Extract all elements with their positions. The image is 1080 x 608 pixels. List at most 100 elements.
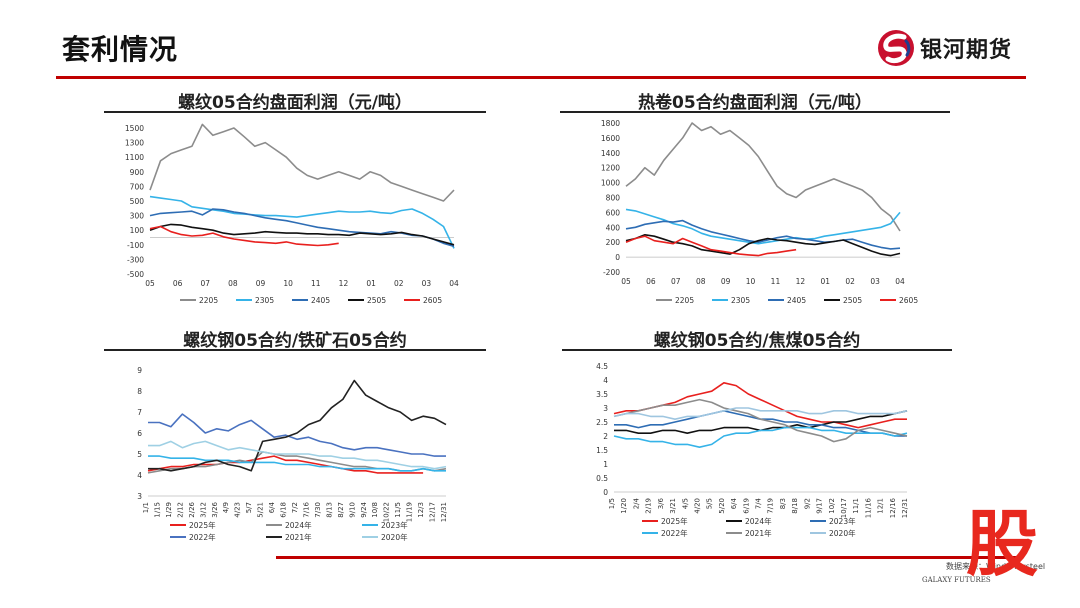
x-tick-label: 11/1 xyxy=(852,498,860,514)
legend-label: 2022年 xyxy=(661,528,688,538)
x-tick-label: 11/19 xyxy=(406,502,414,522)
x-tick-label: 11 xyxy=(311,279,321,288)
line-chart: 9 8 7 6 5 4 31/1 1/15 1/29 2/12 2/26 3/12 3/26 4/9 4/2… xyxy=(137,366,448,542)
legend-label: 2023年 xyxy=(829,516,856,526)
y-tick-label: 800 xyxy=(606,194,621,203)
series-line-2025年 xyxy=(613,381,907,429)
title-rule xyxy=(104,349,486,351)
y-tick-label: 500 xyxy=(130,197,145,206)
x-tick-label: 5/21 xyxy=(257,502,265,518)
series-line-2022年 xyxy=(148,413,446,457)
x-tick-label: 1/1 xyxy=(142,502,150,513)
y-tick-label: 6 xyxy=(137,429,142,438)
x-tick-label: 8/3 xyxy=(779,498,787,509)
series-line-2021年 xyxy=(148,379,447,472)
x-tick-label: 3/12 xyxy=(199,502,207,518)
x-tick-label: 6/18 xyxy=(280,502,288,518)
series-line-2020年 xyxy=(148,440,447,470)
x-tick-label: 12 xyxy=(339,279,349,288)
legend-label: 2305 xyxy=(731,296,750,305)
x-tick-label: 12 xyxy=(796,277,806,286)
x-tick-label: 8/27 xyxy=(337,502,345,518)
y-tick-label: 0 xyxy=(603,488,608,497)
x-tick-label: 7/16 xyxy=(302,501,310,517)
x-tick-label: 06 xyxy=(173,279,183,288)
y-tick-label: 3 xyxy=(137,492,142,501)
series-line-2405 xyxy=(625,219,901,250)
y-tick-label: -300 xyxy=(127,255,144,264)
y-tick-label: 1100 xyxy=(125,153,144,162)
x-tick-label: 10/17 xyxy=(840,498,848,518)
x-tick-label: 02 xyxy=(845,277,855,286)
series-line-2205 xyxy=(149,123,455,202)
chart-panel-hrc-profit: 热卷05合约盘面利润（元/吨） 1800 1600 1400 1200 1000 800 6… xyxy=(560,86,950,305)
x-tick-label: 10 xyxy=(746,277,756,286)
overlay-character: 股 xyxy=(966,502,1039,586)
chart-title: 螺纹钢05合约/焦煤05合约 xyxy=(653,331,861,351)
y-tick-label: -500 xyxy=(127,270,144,279)
y-tick-label: 3.5 xyxy=(596,390,608,399)
x-tick-label: 01 xyxy=(366,279,376,288)
x-tick-label: 2/19 xyxy=(645,498,653,514)
x-tick-label: 1/15 xyxy=(153,502,161,518)
x-tick-label: 9/2 xyxy=(803,498,811,509)
x-tick-label: 12/1 xyxy=(877,498,885,514)
y-tick-label: 1300 xyxy=(125,139,144,148)
legend-label: 2023年 xyxy=(381,520,408,530)
x-tick-label: 12/17 xyxy=(429,502,437,522)
x-tick-label: 3/26 xyxy=(211,501,219,517)
y-tick-label: 200 xyxy=(606,238,621,247)
x-tick-label: 10 xyxy=(283,279,293,288)
y-tick-label: 8 xyxy=(137,387,142,396)
legend-label: 2020年 xyxy=(381,532,408,542)
y-tick-label: 0 xyxy=(615,253,620,262)
x-tick-label: 7/4 xyxy=(755,497,763,509)
series-line-2205 xyxy=(625,122,901,232)
legend-label: 2405 xyxy=(787,296,806,305)
x-tick-label: 7/30 xyxy=(314,502,322,518)
x-tick-label: 11/16 xyxy=(864,497,872,518)
x-tick-label: 04 xyxy=(449,279,459,288)
y-tick-label: 3 xyxy=(603,404,608,413)
x-tick-label: 2/4 xyxy=(632,497,640,509)
y-tick-label: 1000 xyxy=(601,179,620,188)
y-tick-label: 1600 xyxy=(601,134,620,143)
legend-label: 2021年 xyxy=(745,528,772,538)
legend-label: 2505 xyxy=(367,296,386,305)
x-tick-label: 07 xyxy=(200,279,210,288)
chart-panel-rebar-ore-ratio: 螺纹钢05合约/铁矿石05合约 9 8 7 6 5 4 3 1/1 1/15 1/29 2/12 2/… xyxy=(104,324,486,549)
y-tick-label: 1 xyxy=(603,460,608,469)
legend-label: 2405 xyxy=(311,296,330,305)
y-tick-label: 300 xyxy=(130,212,145,221)
x-tick-label: 8/18 xyxy=(791,498,799,514)
y-tick-label: 1200 xyxy=(601,164,620,173)
x-tick-label: 2/12 xyxy=(176,502,184,518)
legend-label: 2020年 xyxy=(829,528,856,538)
legend-label: 2605 xyxy=(899,296,918,305)
x-tick-label: 04 xyxy=(895,277,905,286)
y-tick-label: 7 xyxy=(137,408,142,417)
x-tick-label: 10/8 xyxy=(371,502,379,518)
title-rule xyxy=(104,111,486,113)
legend-label: 2025年 xyxy=(661,516,688,526)
x-tick-label: 4/5 xyxy=(681,498,689,509)
x-tick-label: 6/4 xyxy=(268,501,276,513)
legend-label: 2024年 xyxy=(285,520,312,530)
y-tick-label: 1.5 xyxy=(596,446,608,455)
x-tick-label: 09 xyxy=(256,279,266,288)
line-chart: 150013001100900700500300100-100-300-5000… xyxy=(125,123,459,305)
x-tick-label: 1/29 xyxy=(165,502,173,518)
x-tick-label: 8/13 xyxy=(325,502,333,518)
x-tick-label: 5/20 xyxy=(718,498,726,514)
series-line-2305 xyxy=(149,195,455,249)
series-line-2024年 xyxy=(147,451,447,474)
title-underline xyxy=(56,76,1026,79)
series-line-2505 xyxy=(149,223,455,246)
chart-title: 热卷05合约盘面利润（元/吨） xyxy=(638,93,872,113)
series-line-2020年 xyxy=(613,407,908,420)
y-tick-label: 4 xyxy=(603,376,608,385)
legend-label: 2305 xyxy=(255,296,274,305)
title-rule xyxy=(560,111,950,113)
x-tick-label: 12/31 xyxy=(901,498,909,518)
x-tick-label: 10/22 xyxy=(383,502,391,522)
